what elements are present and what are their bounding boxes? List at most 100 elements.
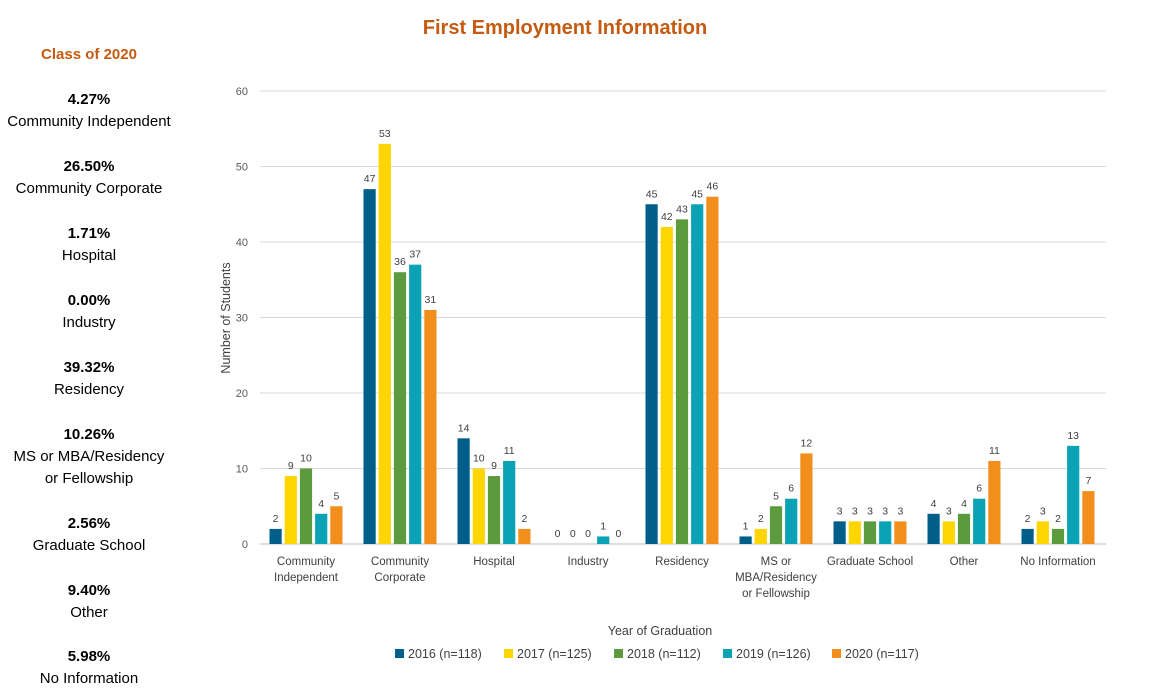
legend-label: 2020 (n=117) [845,647,919,661]
x-category-label: MS or MBA/Residency or Fellowship [735,556,817,600]
data-label: 9 [288,460,294,472]
stat-percentage: 4.27% [67,91,111,108]
data-label: 10 [300,453,312,465]
stat-label: Community Independent [7,113,171,130]
data-label: 6 [976,483,982,495]
stat-item: 9.40% Other [0,580,178,624]
data-label: 13 [1067,430,1079,442]
x-category-label: Industry [568,556,609,568]
stat-percentage: 26.50% [63,158,115,175]
legend-swatch [832,649,841,658]
bar [691,204,704,544]
data-label: 53 [379,128,391,140]
data-label: 1 [600,520,606,532]
bar [284,476,297,544]
stat-label: or Fellowship [44,470,134,487]
data-label: 4 [931,498,937,510]
data-label: 42 [661,211,673,223]
data-label: 0 [555,528,561,540]
stat-label: MS or MBA/Residency [13,448,165,465]
data-label: 9 [491,460,497,472]
data-label: 37 [409,249,421,261]
stat-label: No Information [39,670,139,687]
bar [457,438,470,544]
bar [942,521,955,544]
data-label: 2 [273,513,279,525]
data-label: 4 [961,498,967,510]
stat-item: 1.71% Hospital [0,223,178,267]
chart-title: First Employment Information [423,17,707,39]
x-axis-categories: Community Independent Community Corporate Ho… [274,556,1096,600]
x-category-label: Residency [655,556,709,568]
bar [645,204,658,544]
y-tick-label: 40 [236,237,248,249]
stat-percentage: 10.26% [63,426,115,443]
bar [863,521,877,544]
data-label: 36 [394,256,406,268]
stat-item: 26.50% Community Corporate [0,156,178,200]
bar [754,528,767,544]
data-label: 0 [585,528,591,540]
bar [833,521,846,544]
stat-percentage: 5.98% [67,648,111,665]
legend-label: 2019 (n=126) [736,647,811,661]
stat-percentage: 0.00% [67,292,111,309]
stat-item: 5.98% No Information [0,646,178,690]
stat-label: Hospital [61,247,117,264]
data-label: 43 [676,203,688,215]
data-label: 3 [837,505,843,517]
x-category-label: Community Independent [274,556,339,584]
stat-label: Residency [53,381,125,398]
bar [315,513,328,544]
data-label: 6 [788,483,794,495]
legend-swatch [723,649,732,658]
x-category-label: Other [950,556,979,568]
data-label: 3 [897,505,903,517]
data-label: 2 [1025,513,1031,525]
bar [973,498,986,544]
sidebar-summary: Class of 2020 4.27% Community Independent… [0,0,178,699]
stat-label: Other [70,604,108,621]
data-label: 3 [882,505,888,517]
stat-percentage: 9.40% [67,582,111,599]
bar [785,498,798,544]
bar [706,196,719,544]
data-label: 12 [801,437,813,449]
bar [927,513,940,544]
data-label: 4 [318,498,324,510]
data-label: 45 [646,188,658,200]
bar [363,189,376,544]
data-label: 5 [773,490,779,502]
legend-label: 2018 (n=112) [627,647,701,661]
data-label: 11 [989,445,1000,457]
stat-item: 2.56% Graduate School [0,513,178,557]
stat-percentage: 1.71% [67,225,111,242]
stat-item: 10.26% MS or MBA/Residency or Fellowship [0,424,178,490]
x-category-label: Hospital [473,556,515,568]
data-label: 3 [946,505,952,517]
bar [660,226,673,544]
bar [879,521,892,544]
bar [800,453,813,544]
data-label: 0 [570,528,576,540]
bar [894,521,907,544]
bar [378,143,391,544]
bar [1036,521,1049,544]
bar [409,264,422,544]
x-category-label: No Information [1020,556,1095,568]
bar [269,528,282,544]
bar [393,272,407,544]
stat-item: 0.00% Industry [0,290,178,334]
stat-label: Graduate School [32,537,146,554]
legend: 2016 (n=118) 2017 (n=125) 2018 (n=112) 2019… [395,647,919,661]
bar [1067,445,1080,544]
bar [597,536,610,544]
data-label: 31 [425,294,437,306]
data-label: 2 [521,513,527,525]
data-label: 5 [333,490,339,502]
bar [739,536,752,544]
x-category-label: Graduate School [827,556,913,568]
data-label: 7 [1085,475,1091,487]
